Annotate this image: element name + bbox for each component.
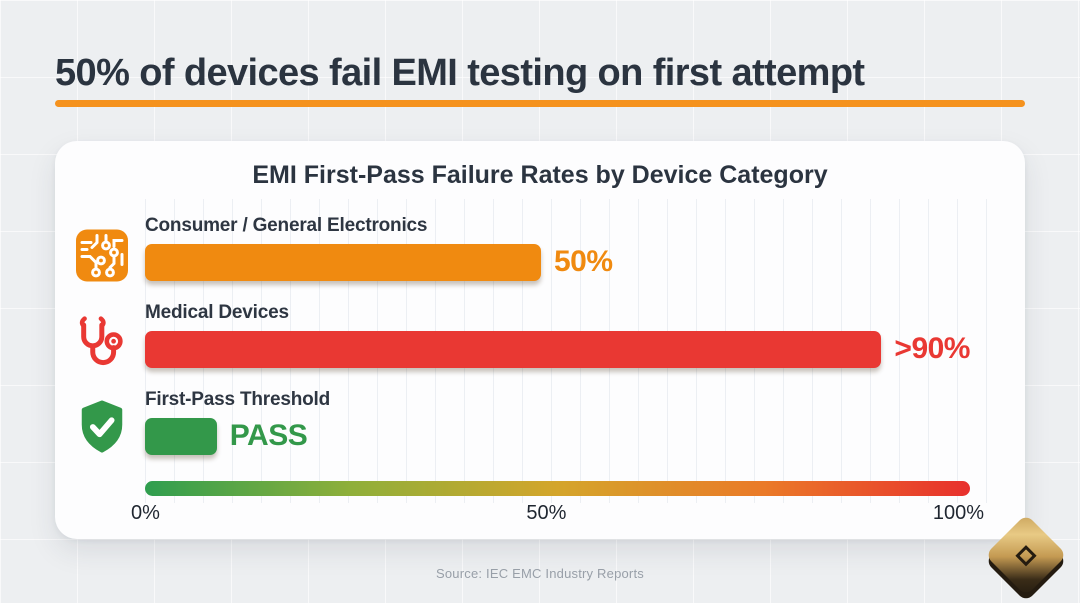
brand-logo-inner-diamond bbox=[1015, 544, 1037, 566]
bar-value-consumer-electronics: 50% bbox=[554, 245, 613, 278]
bar-row-consumer-electronics: 50% bbox=[145, 242, 970, 282]
scale-gradient-bar bbox=[145, 481, 970, 496]
category-label-first-pass-threshold: First-Pass Threshold bbox=[145, 389, 330, 410]
bar-row-medical-devices: >90% bbox=[145, 329, 970, 369]
chart-card: EMI First-Pass Failure Rates by Device C… bbox=[55, 141, 1025, 539]
bar-value-first-pass-threshold: PASS bbox=[229, 419, 308, 452]
headline-underline bbox=[55, 100, 1025, 107]
bar-first-pass-threshold bbox=[145, 417, 217, 455]
axis-tick-0: 0% bbox=[131, 502, 160, 524]
bar-medical-devices bbox=[145, 330, 882, 368]
axis-tick-row: 0% 50% 100% bbox=[131, 502, 984, 525]
bar-value-medical-devices: >90% bbox=[894, 332, 970, 365]
headline: 50% of devices fail EMI testing on first… bbox=[55, 52, 865, 94]
category-label-medical-devices: Medical Devices bbox=[145, 302, 289, 323]
bar-consumer-electronics bbox=[145, 243, 541, 281]
shield-check-icon bbox=[75, 399, 129, 456]
category-label-consumer-electronics: Consumer / General Electronics bbox=[145, 215, 428, 236]
bar-row-first-pass-threshold: PASS bbox=[145, 416, 970, 456]
chart-title: EMI First-Pass Failure Rates by Device C… bbox=[252, 161, 828, 189]
source-credit: Source: IEC EMC Industry Reports bbox=[436, 566, 644, 581]
brand-logo bbox=[984, 513, 1068, 603]
axis-tick-100: 100% bbox=[932, 502, 984, 524]
circuit-board-icon bbox=[75, 228, 129, 283]
axis-tick-50: 50% bbox=[526, 502, 567, 524]
brand-logo-diamond bbox=[984, 513, 1068, 597]
stethoscope-icon bbox=[71, 313, 129, 375]
